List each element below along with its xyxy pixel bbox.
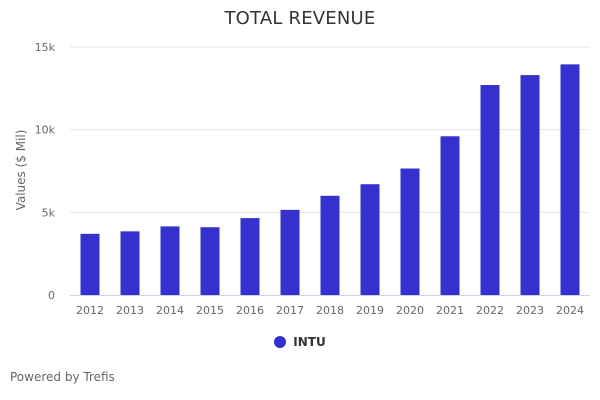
x-tick-label: 2023 <box>516 304 544 317</box>
gridlines <box>70 46 590 213</box>
x-tick-label: 2024 <box>556 304 584 317</box>
x-tick-label: 2015 <box>196 304 224 317</box>
bar <box>240 218 260 295</box>
bar <box>520 75 540 296</box>
x-axis-ticks: 2012 2013 2014 2015 2016 2017 2018 2019 2020 2021… <box>76 304 584 317</box>
legend-label: INTU <box>293 335 326 349</box>
x-tick-label: 2017 <box>276 304 304 317</box>
bar <box>160 226 180 295</box>
bar <box>360 184 380 295</box>
chart-title: TOTAL REVENUE <box>224 8 376 29</box>
bar <box>280 209 300 295</box>
bar <box>320 195 340 295</box>
bar <box>480 85 500 295</box>
credit-text: Powered by Trefis <box>10 370 115 384</box>
x-tick-label: 2013 <box>116 304 144 317</box>
x-tick-label: 2022 <box>476 304 504 317</box>
x-tick-label: 2016 <box>236 304 264 317</box>
x-tick-label: 2021 <box>436 304 464 317</box>
x-tick-label: 2014 <box>156 304 184 317</box>
x-tick-label: 2018 <box>316 304 344 317</box>
bar <box>560 64 580 295</box>
y-axis-label: Values ($ Mil) <box>14 130 28 211</box>
y-tick-label: 5k <box>42 206 56 219</box>
bar <box>80 233 100 295</box>
y-tick-label: 10k <box>35 124 56 137</box>
bar <box>400 168 420 295</box>
bar <box>120 231 140 295</box>
bar <box>200 227 220 295</box>
y-tick-label: 15k <box>35 41 56 54</box>
bar <box>440 136 460 295</box>
legend-item-intu[interactable]: INTU <box>274 335 326 349</box>
y-axis-ticks: 0 5k 10k 15k <box>35 41 56 302</box>
bars <box>80 64 580 296</box>
x-tick-label: 2019 <box>356 304 384 317</box>
x-tick-label: 2012 <box>76 304 104 317</box>
y-tick-label: 0 <box>48 289 55 302</box>
legend-marker-icon <box>274 336 287 348</box>
legend: INTU <box>0 335 600 349</box>
x-tick-label: 2020 <box>396 304 424 317</box>
